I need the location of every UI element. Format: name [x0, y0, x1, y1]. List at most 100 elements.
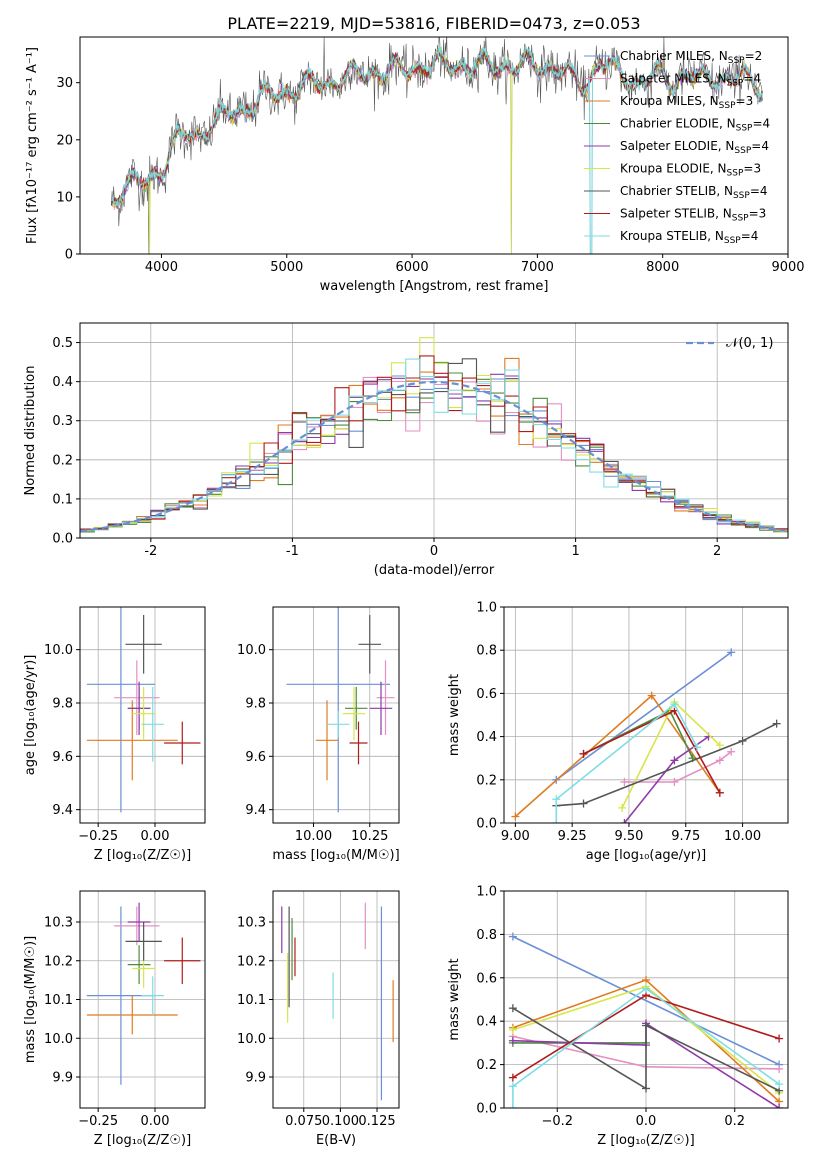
legend-entry-chabrier-miles: Chabrier MILES, NSSP=2: [620, 49, 762, 66]
legend-label: Salpeter MILES, N: [620, 72, 727, 86]
legend-label: Kroupa MILES, N: [620, 94, 719, 108]
point-chabrier-elodie: [345, 687, 368, 730]
x-tick-label: 9.25: [558, 829, 587, 844]
x-axis-label: Z [log₁₀(Z/Z☉)]: [94, 1133, 191, 1148]
x-tick-label: 0.00: [141, 1114, 170, 1129]
legend-suffix: =4: [751, 139, 769, 153]
chart-mass_vs_ebv: 0.075 0.100 0.125 9.9 10.0 10.1 10.2 10.3 E(B-V): [237, 890, 400, 1148]
x-tick-label: 10.00: [724, 829, 761, 844]
plot-area: [286, 607, 395, 813]
legend-entry-kroupa-elodie: Kroupa ELODIE, NSSP=3: [620, 162, 761, 179]
y-axis-label: mass [log₁₀(M/M☉)]: [23, 936, 38, 1063]
y-tick-label: 9.9: [52, 1071, 73, 1086]
x-tick-label: 2: [713, 544, 721, 559]
point-salpeter-elodie: [369, 681, 393, 735]
series-kroupa-stelib: [110, 43, 763, 254]
axes-frame: [503, 606, 789, 824]
y-tick-label: 9.8: [52, 697, 73, 712]
y-tick-label: 10.2: [237, 954, 266, 969]
y-tick-label: 1.0: [476, 885, 497, 900]
plot-area: [511, 648, 781, 823]
point-kroupa-stelib: [141, 687, 165, 762]
y-tick-label: 9.4: [52, 803, 73, 818]
legend-entry-salpeter-stelib: Salpeter STELIB, NSSP=3: [620, 207, 766, 224]
y-tick-label: 20: [56, 133, 73, 148]
x-tick-label: 10.00: [295, 829, 332, 844]
legend-label: Chabrier ELODIE, N: [620, 117, 736, 131]
x-tick-label: 9.75: [671, 829, 700, 844]
grid-lines: [80, 607, 205, 823]
y-tick-label: 0.0: [476, 817, 497, 832]
x-tick-label: 7000: [521, 260, 554, 275]
point-kroupa-stelib: [327, 711, 350, 738]
y-tick-label: 0.8: [476, 928, 497, 943]
point-salpeter-stelib: [164, 937, 201, 984]
legend-subscript: SSP: [732, 214, 749, 224]
point-kroupa-elodie: [342, 687, 366, 741]
x-tick-label: 5000: [270, 260, 303, 275]
point-salpeter-stelib: [164, 721, 201, 765]
y-tick-label: 10.3: [44, 916, 73, 931]
series-salpeter-stelib: [508, 991, 784, 1082]
legend-subscript: SSP: [727, 169, 744, 179]
legend-suffix: =3: [736, 94, 754, 108]
y-tick-label: 0.2: [476, 1058, 497, 1073]
legend-entry-kroupa-miles: Kroupa MILES, NSSP=3: [620, 94, 753, 111]
axes-frame: [272, 890, 400, 1109]
point-chabrier-stelib: [125, 922, 162, 961]
y-axis-label: mass weight: [447, 674, 462, 756]
series-chabrier-stelib: [552, 719, 781, 810]
y-tick-label: 0.3: [52, 414, 73, 429]
legend-entry-salpeter-elodie: Salpeter ELODIE, NSSP=4: [620, 139, 769, 156]
point-salpeter-elodie: [127, 902, 151, 942]
chart-weight_vs_Z: −0.2 0.0 0.2 0.0 0.2 0.4 0.6 0.8 1.0 Z [log₁₀(Z/Z…: [447, 885, 789, 1148]
series-kroupa-stelib: [552, 700, 702, 823]
point-kroupa-elodie: [132, 687, 155, 741]
x-tick-label: −0.25: [78, 829, 118, 844]
legend-entry-kroupa-stelib: Kroupa STELIB, NSSP=4: [620, 229, 758, 246]
y-tick-label: 0.0: [52, 532, 73, 547]
y-tick-label: 30: [56, 76, 73, 91]
x-axis-label: Z [log₁₀(Z/Z☉)]: [597, 1133, 694, 1148]
legend-suffix: =4: [750, 184, 768, 198]
plot-area: [86, 607, 201, 813]
plot-area: [281, 902, 394, 1101]
y-tick-label: 9.4: [245, 803, 266, 818]
point-kroupa-miles: [315, 700, 339, 781]
y-tick-label: 0.0: [476, 1102, 497, 1117]
legend-suffix: =3: [743, 162, 761, 176]
point-kroupa-stelib: [141, 976, 165, 1015]
x-axis-label: (data-model)/error: [374, 563, 495, 578]
x-tick-label: −0.2: [541, 1114, 573, 1129]
point-chabrier-elodie: [127, 945, 151, 984]
y-tick-label: 0.2: [476, 773, 497, 788]
legend-subscript: SSP: [728, 56, 745, 66]
chart-spectrum: 4000 5000 6000 7000 8000 9000 0 10 20 30 wavelengt…: [25, 36, 805, 294]
chart-residuals: -2 -1 0 1 2 0.0 0.1 0.2 0.3 0.4 0.5 (data-model)/er…: [23, 322, 789, 578]
x-tick-label: 6000: [396, 260, 429, 275]
y-tick-label: 0.6: [476, 687, 497, 702]
x-axis-label: wavelength [Angstrom, rest frame]: [320, 279, 549, 294]
point-salpeter-miles: [376, 660, 395, 735]
point-chabrier-stelib: [125, 615, 162, 674]
y-tick-label: 9.9: [245, 1071, 266, 1086]
series-chabrier-miles: [508, 932, 784, 1069]
x-tick-label: 9.50: [614, 829, 643, 844]
x-tick-label: 0.075: [285, 1114, 322, 1129]
legend-entry-salpeter-miles: Salpeter MILES, NSSP=4: [620, 72, 761, 89]
legend-subscript: SSP: [733, 191, 750, 201]
legend-subscript: SSP: [734, 146, 751, 156]
point-salpeter-miles: [114, 906, 160, 946]
y-tick-label: 0: [65, 248, 73, 263]
series-kroupa-miles: [511, 691, 724, 821]
plot-area: [80, 337, 788, 534]
legend-label: Salpeter STELIB, N: [620, 207, 732, 221]
series-line: [555, 702, 698, 823]
legend-entry-chabrier-stelib: Chabrier STELIB, NSSP=4: [620, 184, 768, 201]
legend-suffix: =4: [752, 117, 770, 131]
y-tick-label: 10.2: [44, 954, 73, 969]
y-axis-label: Normed distribution: [23, 366, 38, 496]
legend-suffix: =2: [745, 49, 763, 63]
legend-suffix: =4: [743, 72, 761, 86]
